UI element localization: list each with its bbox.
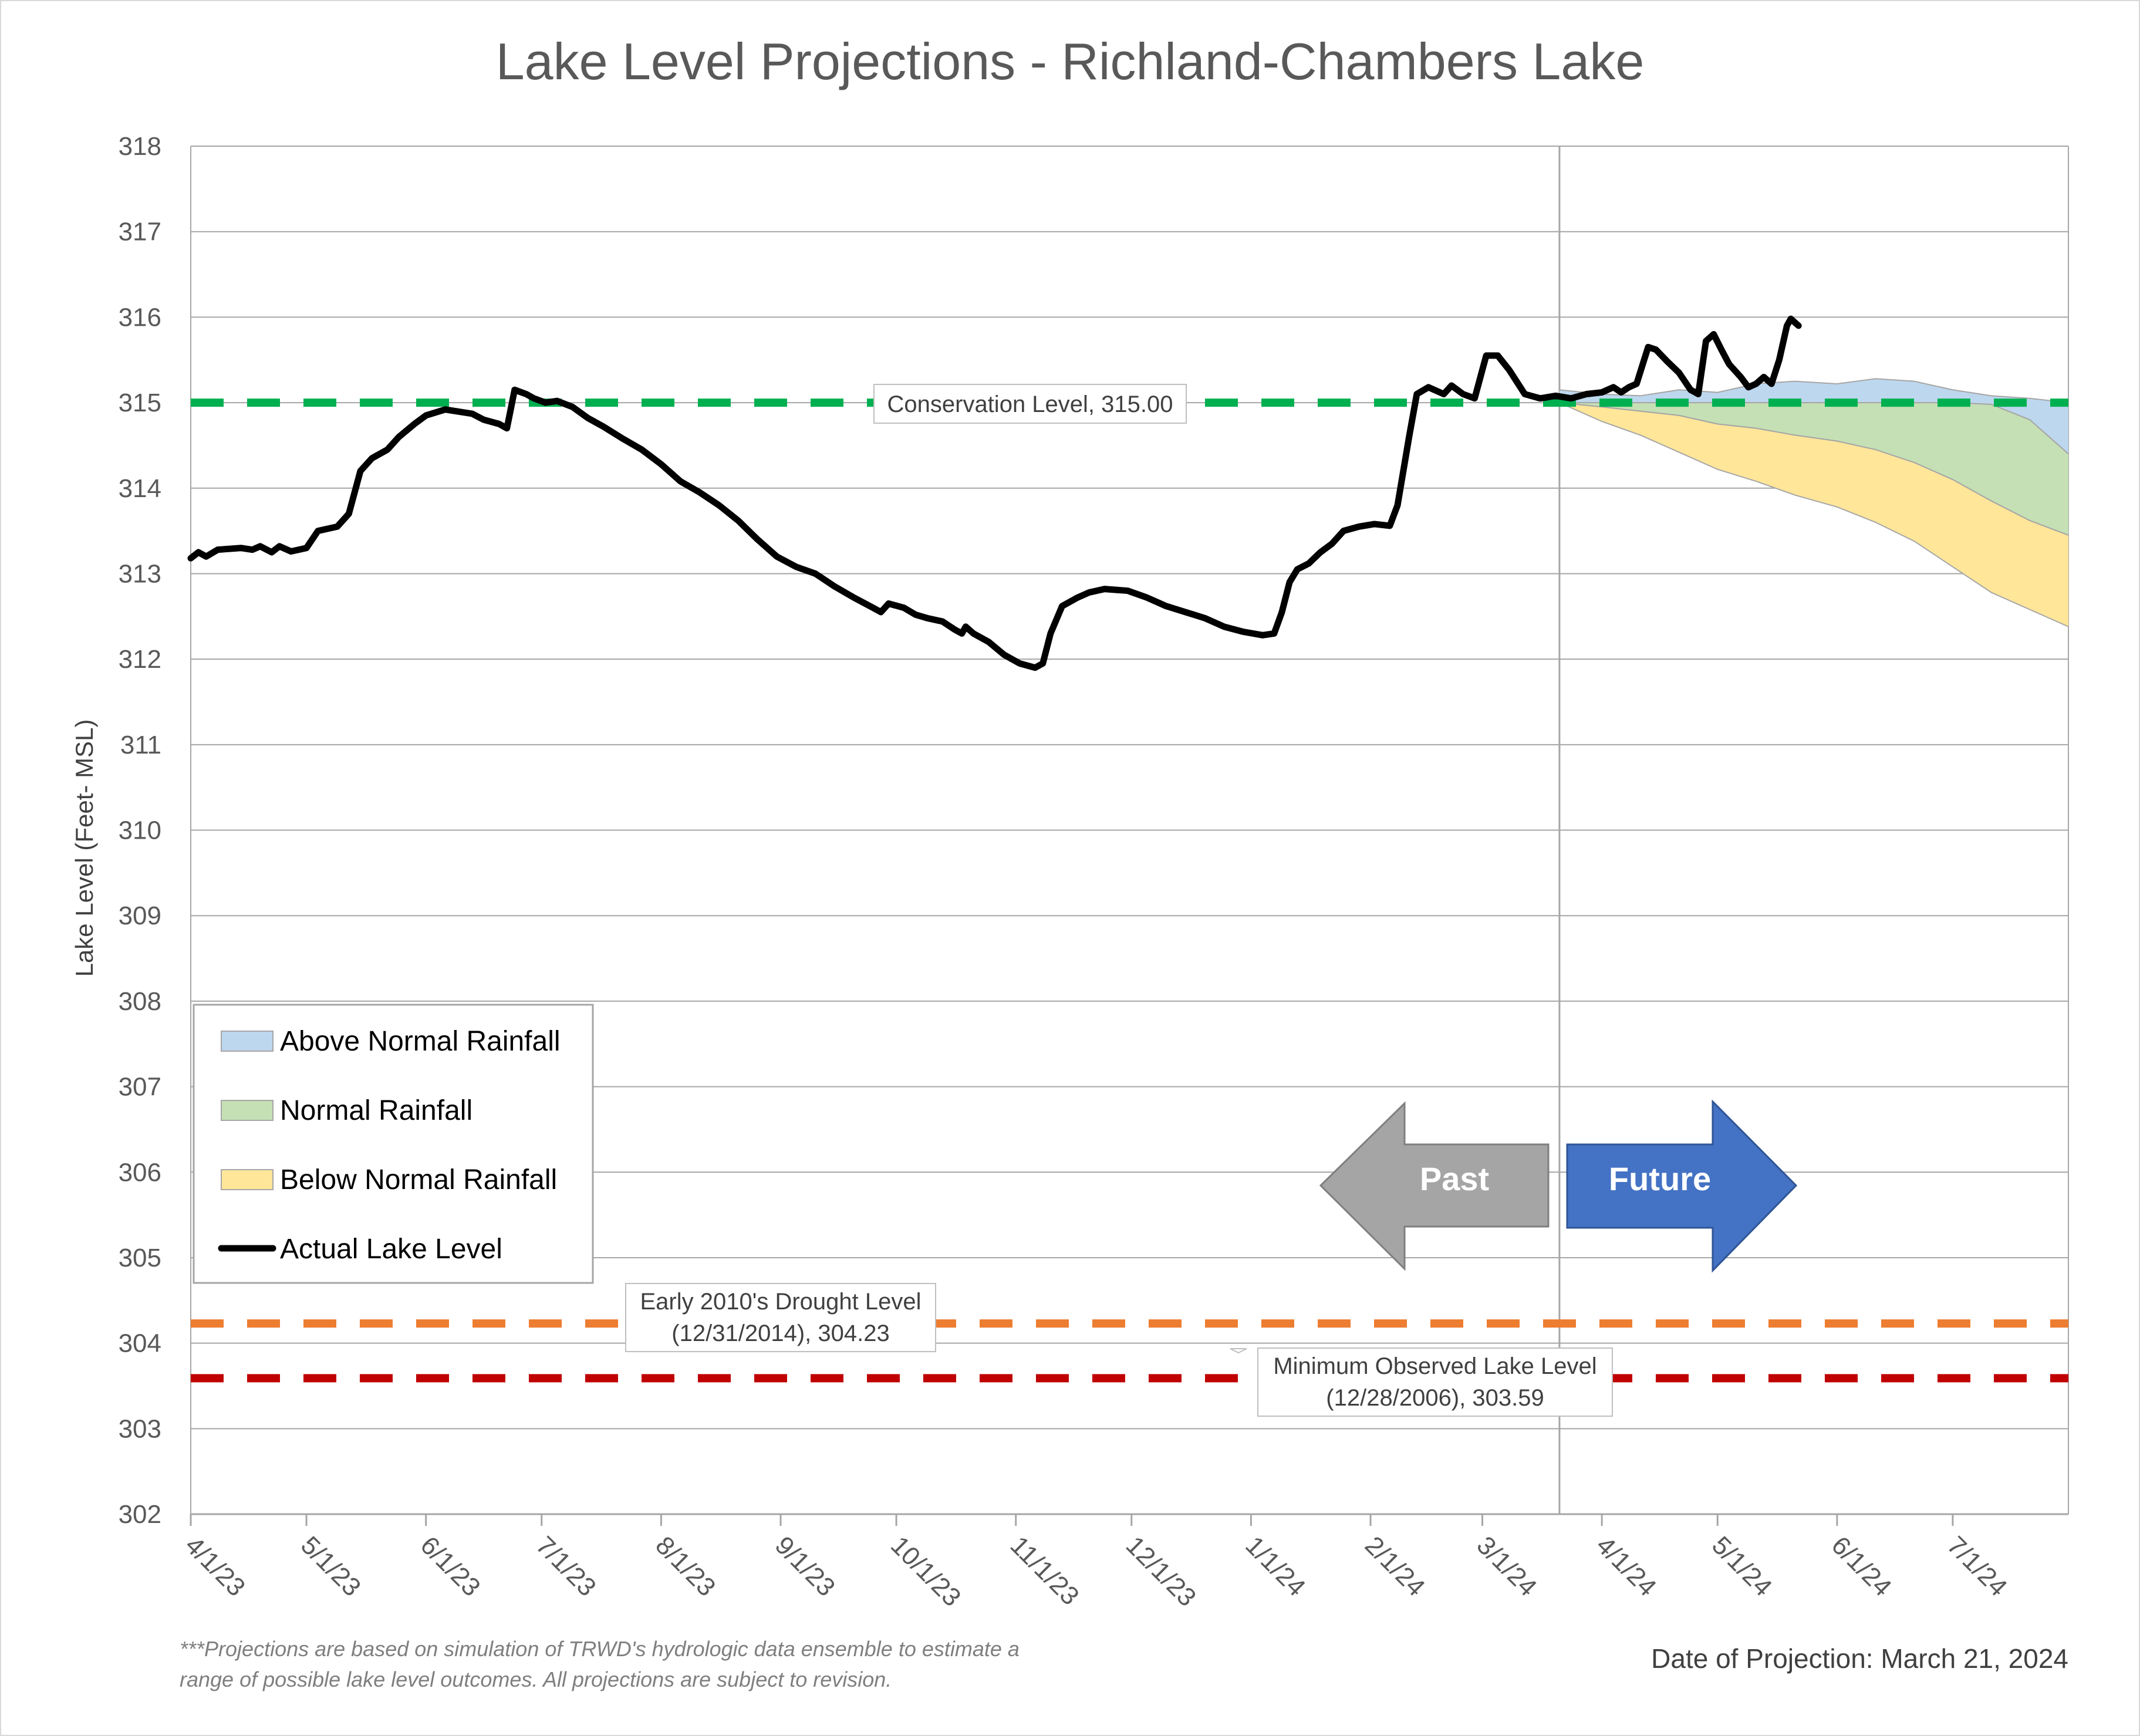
legend-label-actual-lake-level: Actual Lake Level xyxy=(280,1234,502,1265)
normal-rainfall-band-upper-edge xyxy=(1559,402,2069,455)
y-tick-label-312: 312 xyxy=(119,645,161,674)
legend-swatch-normal-rainfall xyxy=(221,1100,274,1121)
y-tick-label-311: 311 xyxy=(120,731,161,759)
footnote-line-1: ***Projections are based on simulation o… xyxy=(180,1637,1020,1661)
y-tick-label-306: 306 xyxy=(119,1158,161,1187)
legend: Above Normal Rainfall Normal Rainfall Belo… xyxy=(193,1004,594,1284)
footnote-line-2: range of possible lake level outcomes. A… xyxy=(180,1667,892,1691)
y-tick-label-309: 309 xyxy=(119,901,161,930)
future-arrow-label: Future xyxy=(1609,1160,1711,1197)
y-tick-label-305: 305 xyxy=(119,1244,161,1272)
below-normal-rainfall-band-lower-edge xyxy=(1559,402,2069,627)
y-tick-label-315: 315 xyxy=(119,389,161,417)
past-arrow-label: Past xyxy=(1420,1160,1489,1197)
y-tick-label-313: 313 xyxy=(119,559,161,588)
actual-lake-level-line xyxy=(187,315,1802,671)
legend-label-normal-rainfall: Normal Rainfall xyxy=(280,1095,472,1126)
future-arrow xyxy=(1566,1099,1798,1273)
y-tick-label-318: 318 xyxy=(119,132,161,161)
drought-level-callout-text-2: (12/31/2014), 304.23 xyxy=(671,1320,889,1346)
legend-label-below-normal-rainfall: Below Normal Rainfall xyxy=(280,1164,557,1195)
y-tick-label-304: 304 xyxy=(119,1329,161,1358)
y-tick-label-317: 317 xyxy=(119,218,161,246)
minimum-level-callout-pointer xyxy=(1230,1348,1247,1354)
legend-swatch-below-normal-rainfall xyxy=(221,1169,274,1190)
normal-rainfall-band xyxy=(1559,403,2068,535)
conservation-level-callout-text-1: Conservation Level, 315.00 xyxy=(887,391,1173,417)
y-tick-label-307: 307 xyxy=(119,1073,161,1102)
minimum-level-callout-text-1: Minimum Observed Lake Level xyxy=(1273,1353,1596,1379)
above-normal-rainfall-band-upper-edge xyxy=(1559,378,2069,404)
below-normal-rainfall-band xyxy=(1559,403,2068,627)
conservation-level-callout: Conservation Level, 315.00 xyxy=(873,384,1187,424)
minimum-level-callout-text-2: (12/28/2006), 303.59 xyxy=(1326,1385,1544,1411)
chart-title: Lake Level Projections - Richland-Chambe… xyxy=(496,32,1645,90)
y-tick-label-310: 310 xyxy=(119,816,161,845)
legend-swatch-above-normal-rainfall xyxy=(221,1031,274,1052)
minimum-level-callout: Minimum Observed Lake Level (12/28/2006),… xyxy=(1230,1347,1613,1417)
y-tick-label-316: 316 xyxy=(119,303,161,332)
conservation-level-callout-box xyxy=(873,384,1187,424)
drought-level-callout: Early 2010's Drought Level (12/31/2014), … xyxy=(625,1283,936,1352)
drought-level-callout-text-1: Early 2010's Drought Level xyxy=(640,1289,921,1315)
y-tick-label-308: 308 xyxy=(119,987,161,1016)
below-normal-rainfall-band-upper-edge xyxy=(1559,402,2069,536)
y-tick-label-314: 314 xyxy=(119,474,161,503)
y-axis-label: Lake Level (Feet- MSL) xyxy=(70,720,98,977)
legend-label-above-normal-rainfall: Above Normal Rainfall xyxy=(280,1026,561,1057)
y-tick-label-302: 302 xyxy=(119,1500,161,1529)
minimum-level-callout-box xyxy=(1257,1347,1613,1417)
past-arrow xyxy=(1319,1101,1550,1271)
drought-level-callout-box xyxy=(625,1283,936,1352)
above-normal-rainfall-band xyxy=(1559,379,2068,454)
projection-date: Date of Projection: March 21, 2024 xyxy=(1651,1643,2068,1674)
y-tick-label-303: 303 xyxy=(119,1414,161,1443)
